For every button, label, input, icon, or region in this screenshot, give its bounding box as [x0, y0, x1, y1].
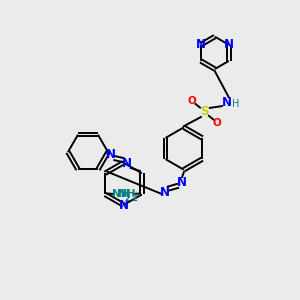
Text: H: H [232, 99, 240, 109]
Text: S: S [200, 105, 209, 118]
Text: N: N [122, 157, 132, 170]
Text: N: N [118, 199, 128, 212]
Text: O: O [188, 95, 197, 106]
Text: N: N [159, 186, 170, 199]
Text: O: O [212, 118, 221, 128]
Text: 2: 2 [131, 194, 137, 203]
Text: N: N [196, 38, 206, 51]
Text: N: N [222, 96, 232, 109]
Text: 2: 2 [125, 194, 131, 203]
Text: NH: NH [118, 190, 135, 200]
Text: N: N [106, 148, 116, 161]
Text: N: N [176, 176, 187, 189]
Text: N: N [224, 38, 234, 51]
Text: NH: NH [112, 190, 129, 200]
